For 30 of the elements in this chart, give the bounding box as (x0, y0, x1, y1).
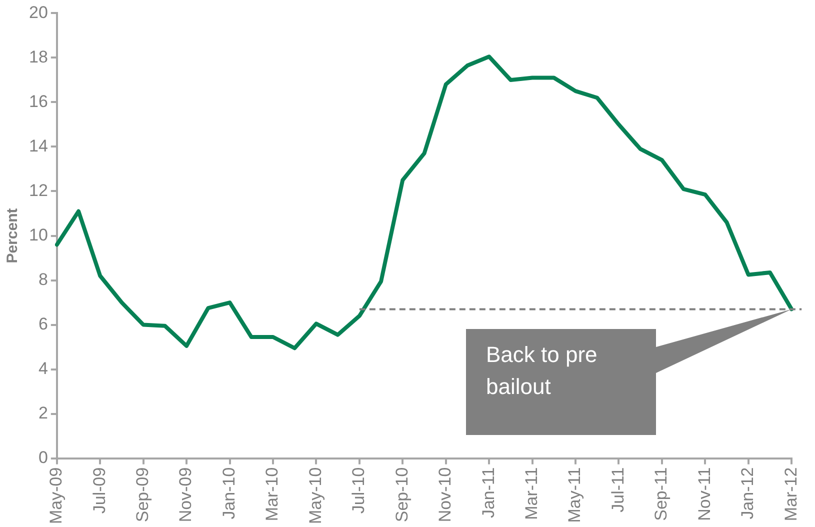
y-tick-label: 14 (28, 136, 48, 156)
x-tick-label: May-10 (306, 467, 325, 524)
x-tick-label: May-11 (565, 467, 584, 523)
x-tick-label: Sep-11 (652, 467, 671, 521)
y-tick-label: 20 (28, 2, 48, 22)
x-tick-label: Jul-11 (608, 467, 628, 512)
y-tick-label: 8 (38, 270, 48, 289)
x-tick-label: Nov-10 (436, 467, 455, 522)
y-tick-label: 2 (38, 403, 48, 422)
x-tick-label: Nov-09 (176, 467, 196, 522)
y-tick-label: 6 (38, 314, 48, 334)
y-tick-label: 0 (38, 448, 48, 467)
x-tick-label: Jul-10 (349, 467, 368, 514)
y-tick-label: 10 (28, 225, 48, 244)
y-tick-label: 4 (38, 358, 48, 378)
y-tick-label: 12 (28, 180, 48, 200)
y-axis-title: Percent (4, 208, 22, 264)
x-tick-label: Sep-10 (392, 467, 412, 522)
x-tick-label: Mar-11 (522, 467, 541, 520)
y-tick-label: 16 (28, 92, 48, 111)
x-tick-label: Jul-09 (90, 467, 109, 514)
x-tick-label: Mar-10 (262, 467, 282, 522)
x-tick-label: Nov-11 (694, 467, 714, 521)
x-tick-label: Sep-09 (133, 467, 152, 522)
x-tick-label: Jan-12 (738, 467, 758, 520)
y-tick-label: 18 (28, 47, 48, 66)
x-tick-label: May-09 (46, 467, 66, 524)
x-tick-label: Jan-11 (478, 467, 498, 518)
x-tick-label: Jan-10 (219, 467, 238, 520)
x-tick-label: Mar-12 (781, 467, 800, 522)
